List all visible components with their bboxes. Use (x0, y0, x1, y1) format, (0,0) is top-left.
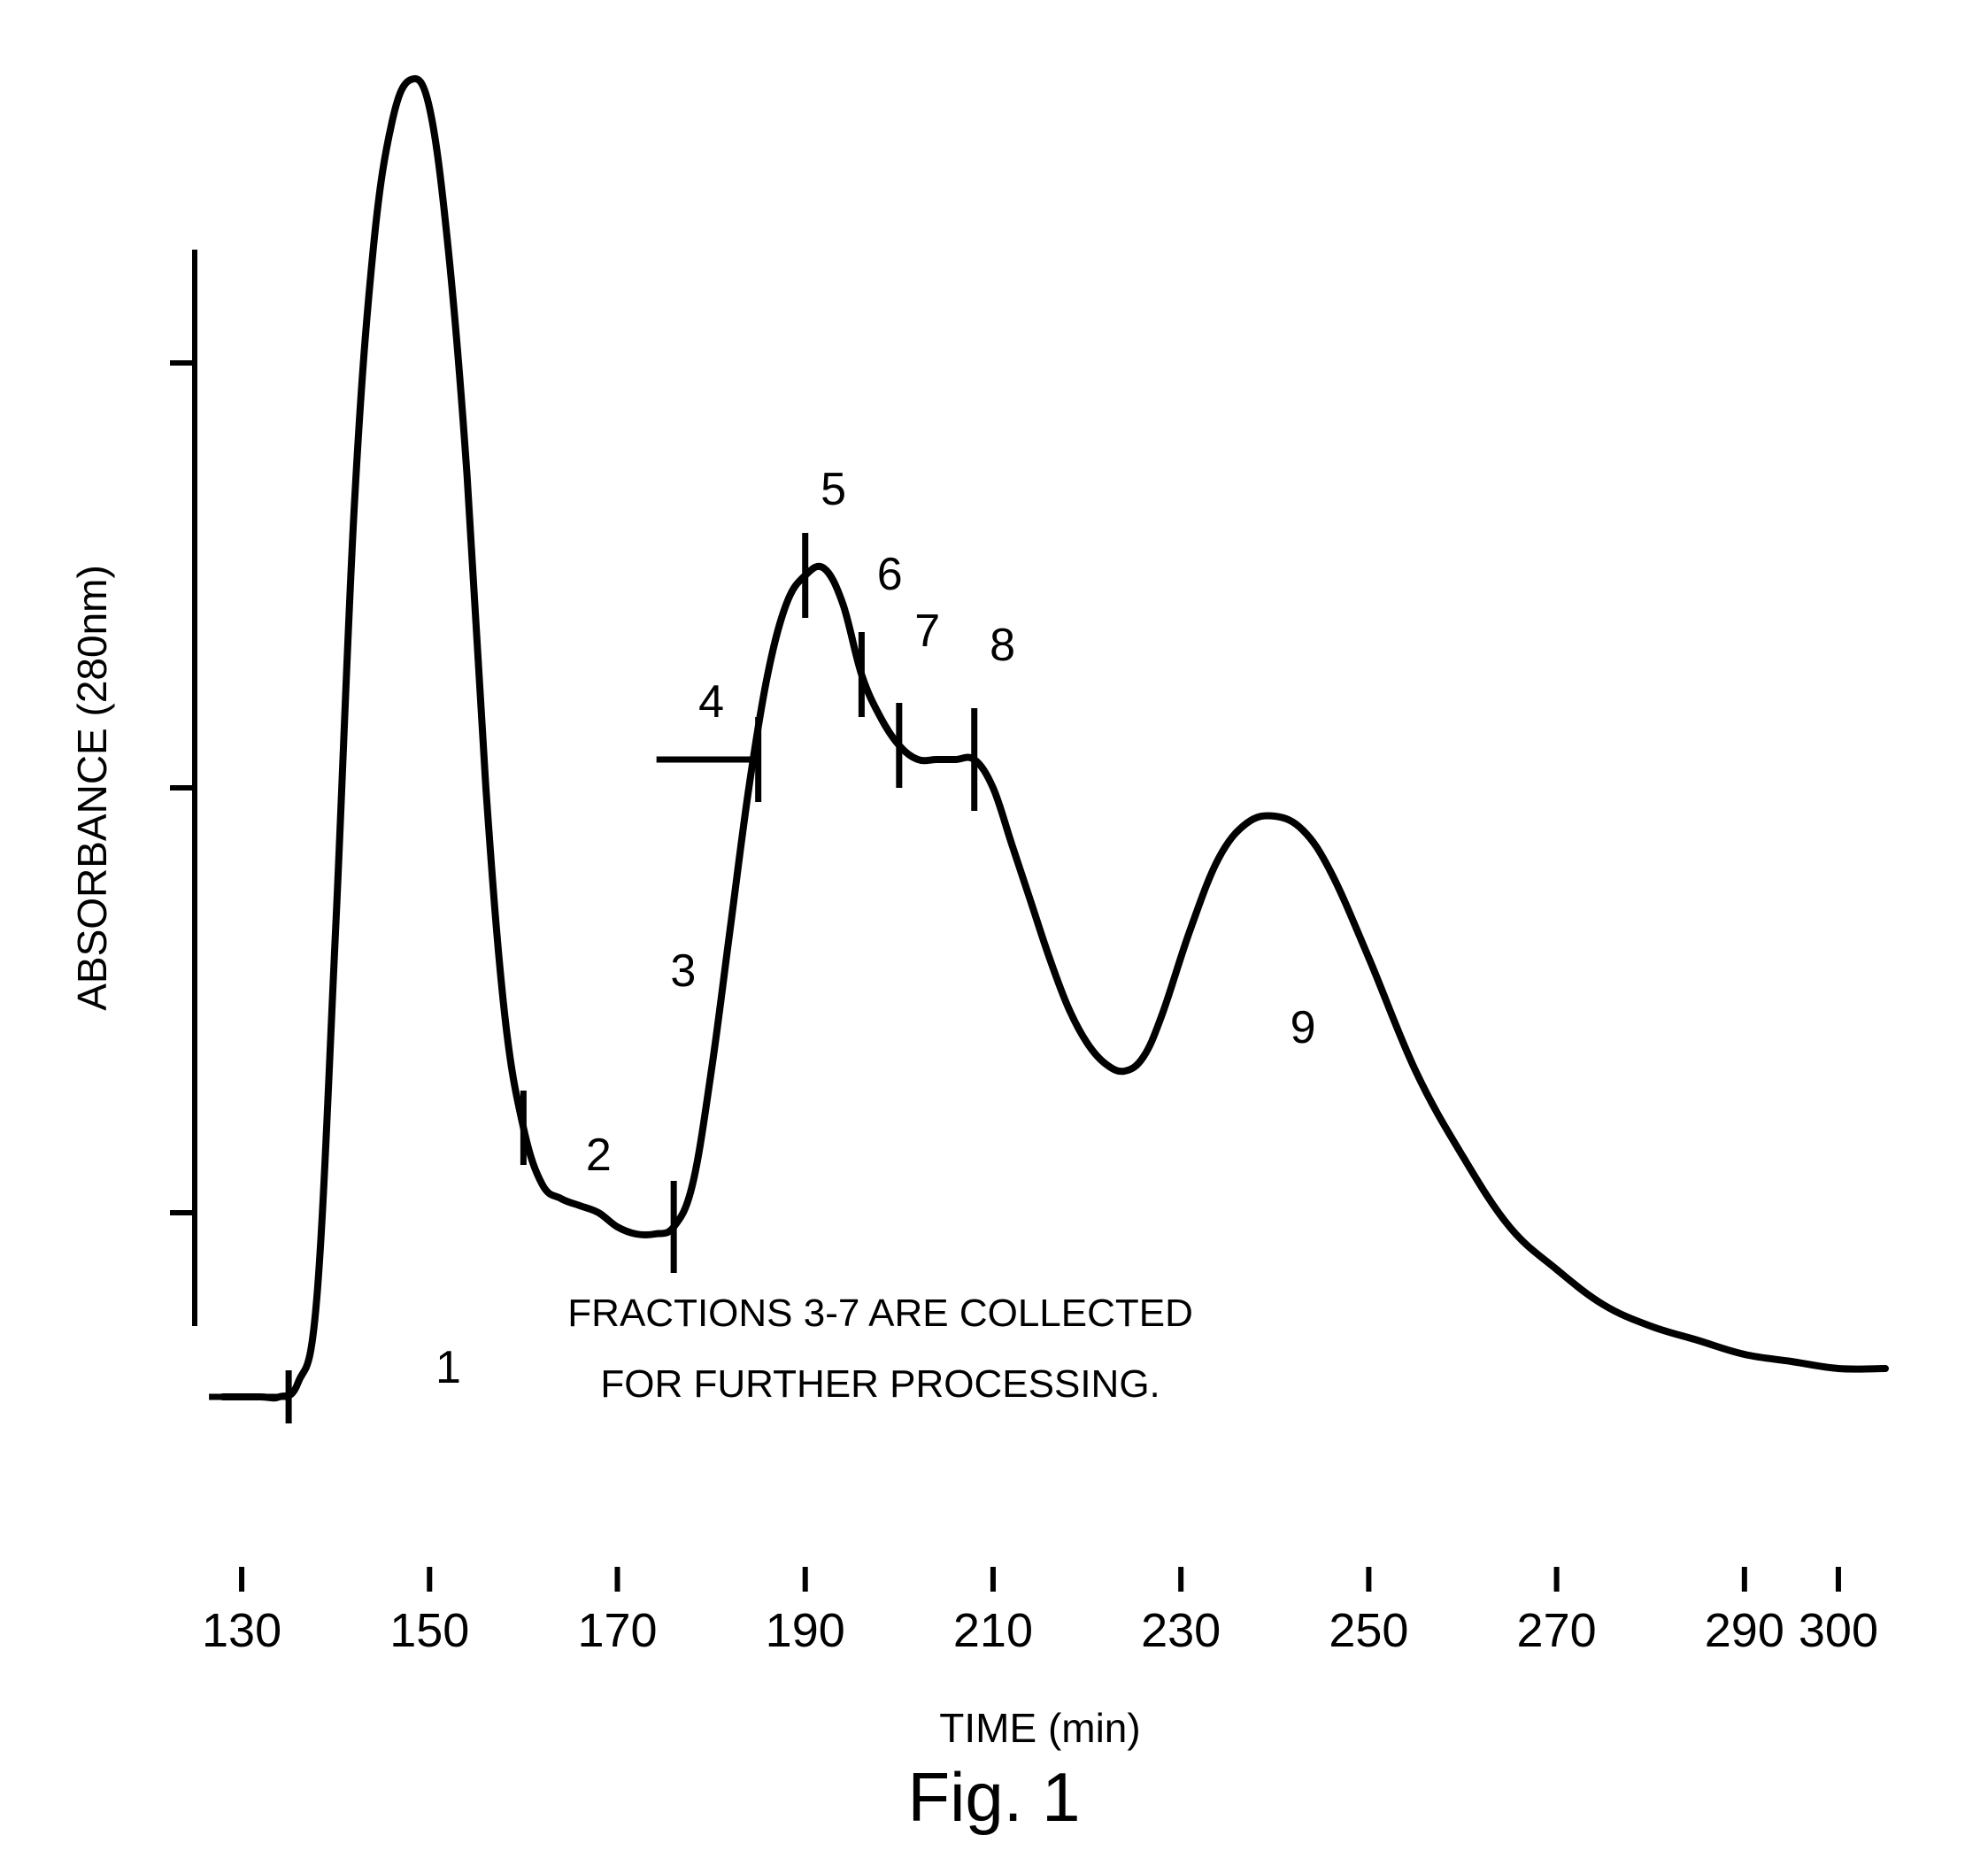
x-tick-label: 150 (389, 1604, 469, 1657)
fraction-label: 3 (670, 945, 696, 997)
annotation-line-1: FRACTIONS 3-7 ARE COLLECTED (567, 1292, 1193, 1335)
annotation-line-2: FOR FURTHER PROCESSING. (600, 1362, 1160, 1406)
x-axis-label: TIME (min) (939, 1705, 1140, 1751)
x-tick-label: 130 (202, 1604, 281, 1657)
fraction-label: 1 (435, 1342, 461, 1393)
x-tick-label: 250 (1329, 1604, 1408, 1657)
fraction-label: 5 (821, 464, 846, 515)
x-tick-label: 210 (953, 1604, 1033, 1657)
fraction-label: 6 (877, 549, 903, 600)
fraction-label: 7 (914, 605, 940, 657)
fraction-label: 2 (586, 1130, 612, 1181)
x-tick-label: 270 (1517, 1604, 1597, 1657)
fraction-label: 8 (990, 620, 1015, 671)
figure-caption: Fig. 1 (907, 1758, 1080, 1836)
x-tick-label: 190 (766, 1604, 845, 1657)
x-tick-label: 170 (577, 1604, 657, 1657)
fraction-label: 4 (698, 676, 724, 728)
y-axis-label: ABSORBANCE (280nm) (69, 565, 115, 1011)
chromatogram-chart: ABSORBANCE (280nm) 130 150 170 190 210 230 250 2… (0, 0, 1988, 1874)
x-tick-label: 290 (1705, 1604, 1784, 1657)
x-tick-label: 300 (1799, 1604, 1878, 1657)
x-tick-label: 230 (1141, 1604, 1221, 1657)
fraction-label: 9 (1291, 1002, 1316, 1053)
